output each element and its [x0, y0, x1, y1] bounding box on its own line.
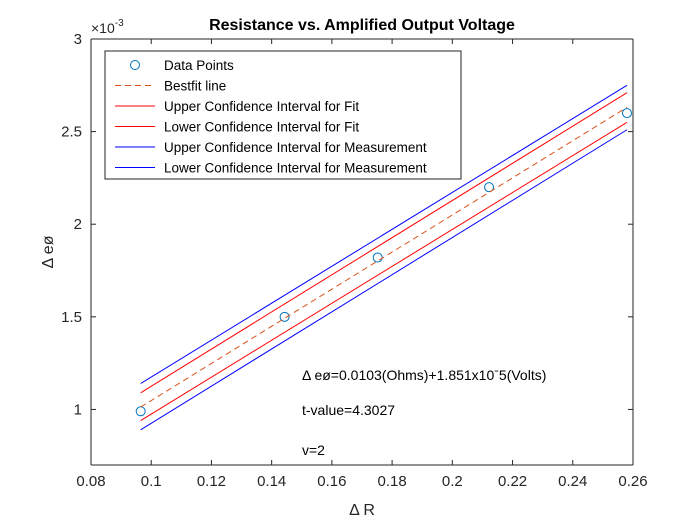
y-exponent-label: ×10-3 — [91, 18, 124, 36]
x-tick-label: 0.22 — [498, 473, 527, 490]
data-point-marker — [372, 252, 383, 263]
annotation-degrees-of-freedom: v=2 — [302, 442, 325, 458]
data-point-marker — [484, 182, 495, 193]
y-exponent-base: ×10 — [91, 20, 115, 36]
y-tick-label: 2 — [74, 216, 82, 233]
legend-label-3: Lower Confidence Interval for Fit — [164, 120, 359, 135]
series-line-4 — [140, 84, 628, 384]
legend-box — [104, 50, 462, 180]
x-tick-label: 0.2 — [442, 473, 463, 490]
series-line-3 — [140, 121, 628, 421]
legend-label-0: Data Points — [164, 58, 234, 73]
x-tick-label: 0.12 — [197, 473, 226, 490]
x-tick-label: 0.08 — [76, 473, 105, 490]
data-point-marker — [279, 311, 290, 322]
series-line-5 — [140, 129, 628, 431]
y-tick-label: 3 — [74, 31, 82, 48]
y-tick-label: 2.5 — [61, 124, 82, 141]
annotations: Δ eø=0.0103(Ohms)+1.851x10ˉ5(Volts) t-va… — [302, 367, 546, 458]
chart-title: Resistance vs. Amplified Output Voltage — [209, 17, 515, 34]
y-axis-label: Δ eø — [40, 235, 57, 268]
x-tick-label: 0.26 — [618, 473, 647, 490]
x-tick-label: 0.18 — [378, 473, 407, 490]
x-tick-label: 0.14 — [257, 473, 286, 490]
series-line-2 — [140, 92, 628, 394]
annotation-t-value: t-value=4.3027 — [302, 402, 395, 418]
y-tick-label: 1.5 — [61, 309, 82, 326]
x-tick-label: 0.24 — [558, 473, 587, 490]
legend-swatch-0 — [130, 60, 140, 70]
legend: Data Points Bestfit line Upper Confidence … — [104, 50, 462, 180]
legend-label-2: Upper Confidence Interval for Fit — [164, 99, 359, 114]
legend-label-1: Bestfit line — [164, 79, 226, 94]
legend-label-5: Lower Confidence Interval for Measuremen… — [164, 161, 427, 176]
x-axis-label: Δ R — [349, 502, 375, 519]
ticks-layer: 0.08 0.1 0.12 0.14 0.16 0.18 0.2 0.22 0.24 0.26 1 1… — [61, 31, 647, 490]
annotation-equation: Δ eø=0.0103(Ohms)+1.851x10ˉ5(Volts) — [302, 367, 546, 383]
y-exponent-power: -3 — [115, 18, 124, 29]
axes-layer — [90, 38, 634, 466]
series-line-1 — [140, 106, 628, 408]
data-point-marker — [621, 108, 632, 119]
series-layer — [135, 84, 632, 431]
y-tick-label: 1 — [74, 401, 82, 418]
legend-label-4: Upper Confidence Interval for Measuremen… — [164, 140, 427, 155]
x-tick-label: 0.1 — [141, 473, 162, 490]
x-tick-label: 0.16 — [317, 473, 346, 490]
